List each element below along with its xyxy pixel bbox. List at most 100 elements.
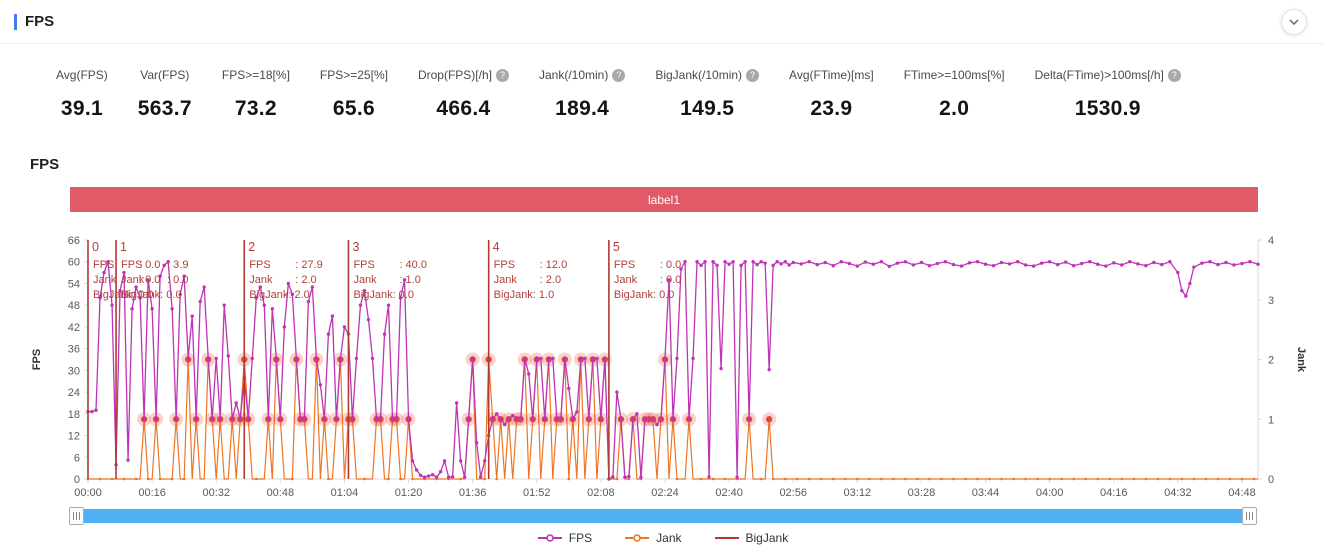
svg-text:00:32: 00:32 (202, 487, 230, 499)
legend-item-jank[interactable]: Jank (624, 531, 682, 545)
svg-text:0: 0 (74, 474, 80, 486)
scrollbar-left-handle[interactable] (69, 507, 84, 525)
stat-value: 39.1 (60, 97, 103, 120)
stats-row: Avg(FPS) 39.1 Var(FPS) 563.7 FPS>=18[%] … (56, 68, 1181, 121)
stat-bigjank: BigJank(/10min) ? 149.5 (655, 68, 760, 121)
chart-legend: FPS Jank BigJank (0, 531, 1325, 545)
svg-text:BigJank: 2.0: BigJank: 2.0 (249, 289, 310, 301)
svg-text:: 1.0: : 1.0 (399, 274, 420, 286)
svg-text:Jank: Jank (494, 274, 518, 286)
legend-item-bigjank[interactable]: BigJank (714, 531, 789, 545)
stat-value: 2.0 (939, 97, 970, 120)
panel-title: FPS (25, 13, 55, 30)
svg-text:01:20: 01:20 (395, 487, 423, 499)
svg-text:: 27.9: : 27.9 (295, 259, 323, 271)
svg-text:1: 1 (120, 240, 127, 254)
svg-text:: 0.0: : 0.0 (139, 274, 160, 286)
svg-text:04:48: 04:48 (1228, 487, 1256, 499)
stat-drop-fps: Drop(FPS)[/h] ? 466.4 (418, 68, 509, 121)
svg-text:01:36: 01:36 (459, 487, 487, 499)
svg-text:Jank: Jank (353, 274, 377, 286)
svg-text:: 2.0: : 2.0 (295, 274, 316, 286)
svg-text:02:56: 02:56 (779, 487, 807, 499)
svg-text:02:24: 02:24 (651, 487, 679, 499)
svg-text:Jank: Jank (93, 274, 117, 286)
svg-text:04:32: 04:32 (1164, 487, 1192, 499)
stat-label: Delta(FTime)>100ms[/h] (1034, 68, 1164, 82)
banner-label: label1 (647, 192, 681, 207)
svg-text:Jank: Jank (249, 274, 273, 286)
svg-text:Jank: Jank (1295, 347, 1307, 373)
stat-label: Drop(FPS)[/h] (417, 68, 492, 82)
svg-text:FPS: FPS (494, 259, 515, 271)
svg-text:: 0.0: : 0.0 (139, 259, 160, 271)
stat-value: 189.4 (555, 97, 610, 120)
svg-text:FPS: FPS (121, 259, 142, 271)
stat-fps-ge-18: FPS>=18[%] 73.2 (222, 68, 290, 121)
svg-text:: 0.0: : 0.0 (167, 274, 188, 286)
scrollbar-right-handle[interactable] (1242, 507, 1257, 525)
svg-text:0: 0 (1268, 474, 1274, 486)
svg-text:2: 2 (248, 240, 255, 254)
svg-text:2: 2 (1268, 355, 1274, 367)
svg-text:01:52: 01:52 (523, 487, 551, 499)
svg-text:: 40.0: : 40.0 (399, 259, 427, 271)
svg-text:1: 1 (1268, 414, 1274, 426)
svg-text:: 0.0: : 0.0 (660, 259, 681, 271)
help-icon[interactable]: ? (495, 68, 509, 82)
stat-label: Jank(/10min) (538, 68, 609, 82)
stat-value: 23.9 (810, 97, 853, 120)
stat-value: 65.6 (332, 97, 375, 120)
stat-avg-ftime: Avg(FTime)[ms] 23.9 (789, 68, 874, 121)
chart-banner: label1 (70, 187, 1258, 212)
svg-text:04:16: 04:16 (1100, 487, 1128, 499)
svg-text:12: 12 (68, 431, 80, 443)
fps-legend-marker-icon (537, 534, 562, 542)
legend-label: Jank (656, 531, 682, 545)
svg-text:02:08: 02:08 (587, 487, 615, 499)
help-icon[interactable]: ? (1167, 68, 1181, 82)
svg-text:BigJank: 0.0: BigJank: 0.0 (93, 289, 154, 301)
svg-text:4: 4 (493, 240, 500, 254)
stat-value: 149.5 (680, 97, 735, 120)
svg-text:FPS: FPS (614, 259, 635, 271)
svg-text:6: 6 (74, 452, 80, 464)
svg-text:48: 48 (68, 300, 80, 312)
svg-text:BigJank: 0.0: BigJank: 0.0 (614, 289, 675, 301)
svg-text:3: 3 (1268, 295, 1274, 307)
svg-text:: 12.0: : 12.0 (540, 259, 568, 271)
svg-text:03:28: 03:28 (908, 487, 936, 499)
stat-fps-ge-25: FPS>=25[%] 65.6 (320, 68, 388, 121)
stat-value: 1530.9 (1074, 97, 1141, 120)
help-icon[interactable]: ? (746, 68, 760, 82)
collapse-panel-button[interactable] (1281, 9, 1307, 35)
svg-text:03:12: 03:12 (844, 487, 872, 499)
svg-text:3: 3 (352, 240, 359, 254)
svg-text:02:40: 02:40 (715, 487, 743, 499)
panel-title-wrap: FPS (14, 13, 54, 30)
legend-label: FPS (568, 531, 593, 545)
chart-heading: FPS (30, 156, 60, 173)
stat-var-fps: Var(FPS) 563.7 (138, 68, 192, 121)
chart-scrollbar[interactable] (69, 507, 1257, 525)
svg-text:FPS: FPS (31, 349, 43, 370)
svg-text:: 0.0: : 0.0 (660, 274, 681, 286)
svg-text:BigJank: 0.0: BigJank: 0.0 (353, 289, 414, 301)
fps-chart[interactable]: 0 6 12 18 24 30 36 42 48 54 60 66 0 1 2 3 4 00:00 00:16 00:… (0, 214, 1325, 506)
stat-jank: Jank(/10min) ? 189.4 (538, 68, 626, 121)
legend-label: BigJank (745, 531, 789, 545)
stat-label: BigJank(/10min) (655, 68, 743, 82)
stat-label: FPS>=25[%] (319, 68, 388, 82)
help-icon[interactable]: ? (612, 68, 626, 82)
svg-text:54: 54 (68, 278, 80, 290)
fps-series (86, 259, 1260, 481)
legend-item-fps[interactable]: FPS (537, 531, 592, 545)
svg-text:: 2.0: : 2.0 (540, 274, 561, 286)
stat-value: 73.2 (234, 97, 277, 120)
svg-text:BigJank: 1.0: BigJank: 1.0 (494, 289, 555, 301)
stat-label: FPS>=18[%] (221, 68, 290, 82)
svg-text:36: 36 (68, 344, 80, 356)
stat-label: Var(FPS) (140, 68, 190, 82)
svg-text:4: 4 (1268, 235, 1274, 247)
